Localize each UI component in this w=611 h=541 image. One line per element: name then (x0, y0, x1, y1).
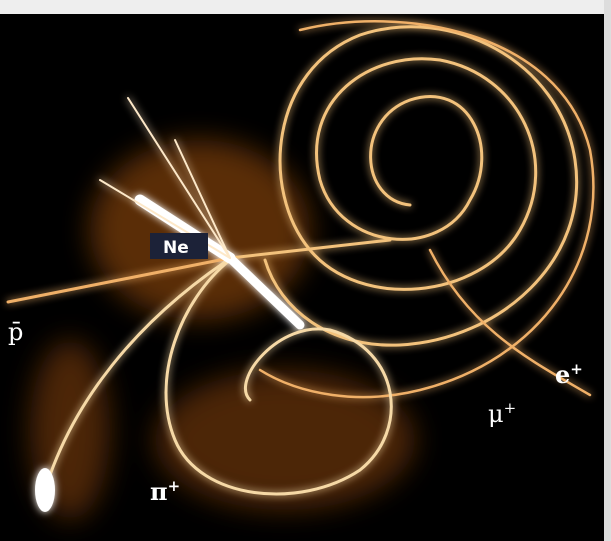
ne-box (150, 233, 208, 259)
pion-base: π (150, 477, 168, 506)
left-track (40, 260, 227, 502)
muon-base: μ (488, 400, 504, 428)
pion-track (164, 258, 393, 496)
positron-label: e+ (555, 360, 583, 389)
recoil-track (225, 253, 305, 330)
thin-track-3 (99, 179, 231, 259)
antiproton-track (6, 256, 232, 304)
top-strip (0, 0, 611, 14)
right-strip (604, 0, 611, 541)
muon-label: μ+ (488, 399, 516, 428)
long-track (228, 238, 392, 260)
positron-base: e (555, 360, 570, 389)
thin-track-2 (174, 139, 231, 259)
thin-track-1 (127, 97, 231, 259)
spiral-track (263, 25, 579, 347)
nucleus-label: Ne (163, 238, 189, 258)
outer-track (258, 20, 595, 399)
tracks (6, 20, 595, 512)
muon-sup: + (504, 399, 517, 417)
positron-sup: + (570, 360, 583, 378)
blob (35, 468, 55, 512)
muon-track (428, 248, 592, 397)
pion-sup: + (168, 477, 181, 495)
antiproton-label: p̄ (8, 318, 23, 346)
pion-label: π+ (150, 477, 180, 506)
